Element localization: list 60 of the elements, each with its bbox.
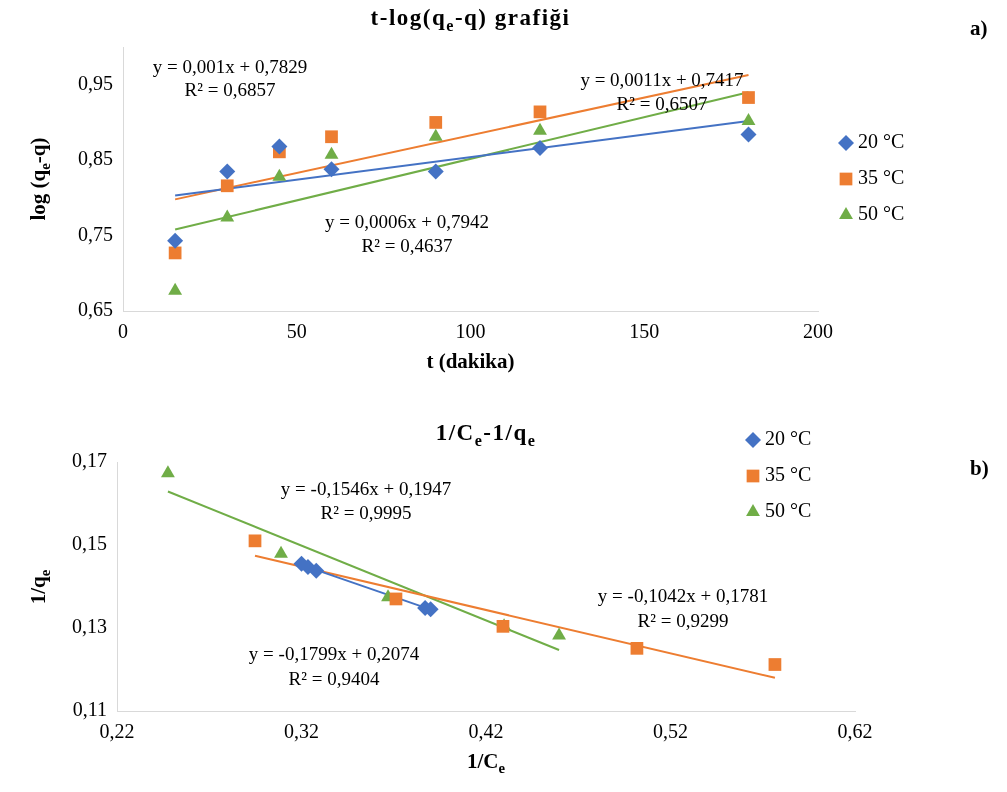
chart-title: 1/C$_{e}$-1/q$_{e}$ bbox=[435, 420, 537, 450]
annotation: y = -0,1799x + 0,2074 bbox=[248, 643, 420, 665]
x-tick-label: 0,52 bbox=[653, 720, 688, 743]
y-tick-label: 0,95 bbox=[78, 71, 113, 94]
legend-label: 35 °C bbox=[858, 166, 905, 189]
chart-title: t-log(q$_{e}$-q) grafiği bbox=[370, 5, 571, 35]
x-axis-title: 1/C$_{e}$ bbox=[466, 749, 506, 778]
x-tick-label: 50 bbox=[286, 320, 307, 343]
text: a) bbox=[970, 16, 988, 41]
point bbox=[274, 545, 288, 558]
annotation: R² = 0,4637 bbox=[361, 235, 453, 257]
annotation: R² = 0,9299 bbox=[637, 610, 729, 632]
point bbox=[429, 116, 443, 129]
point bbox=[168, 282, 183, 295]
point bbox=[308, 562, 325, 579]
x-tick-label: 0,62 bbox=[837, 720, 873, 743]
point bbox=[220, 209, 235, 222]
annotation: y = 0,001x + 0,7829 bbox=[152, 56, 308, 78]
point bbox=[742, 91, 755, 104]
point bbox=[325, 130, 338, 144]
x-tick-label: 0,22 bbox=[99, 720, 135, 743]
point bbox=[630, 641, 644, 655]
x-tick-label: 0,42 bbox=[468, 720, 504, 743]
y-tick-label: 0,13 bbox=[72, 615, 107, 638]
y-tick-label: 0,75 bbox=[78, 222, 113, 245]
annotation: R² = 0,9404 bbox=[288, 668, 380, 690]
point bbox=[768, 658, 782, 671]
point bbox=[167, 232, 184, 249]
y-tick-label: 0,65 bbox=[78, 298, 113, 321]
annotation: y = -0,1546x + 0,1947 bbox=[280, 478, 452, 500]
y-tick-label: 0,17 bbox=[72, 449, 107, 472]
y-tick-label: 0,11 bbox=[72, 698, 107, 721]
x-tick-label: 100 bbox=[455, 320, 486, 343]
point bbox=[220, 179, 234, 193]
legend-label: 20 °C bbox=[858, 130, 905, 153]
y-tick-label: 0,15 bbox=[72, 532, 107, 555]
legend-label: 20 °C bbox=[765, 427, 812, 450]
x-tick-label: 150 bbox=[629, 320, 660, 343]
x-tick-label: 200 bbox=[803, 320, 833, 343]
point bbox=[427, 163, 444, 180]
point bbox=[740, 126, 757, 143]
point bbox=[552, 627, 566, 640]
annotation: R² = 0,6857 bbox=[184, 79, 276, 101]
point bbox=[160, 465, 175, 478]
x-axis-title: t (dakika) bbox=[426, 349, 515, 374]
annotation: y = 0,0006x + 0,7942 bbox=[325, 211, 489, 233]
legend-label: 35 °C bbox=[765, 463, 812, 486]
annotation: y = -0,1042x + 0,1781 bbox=[597, 585, 769, 607]
point bbox=[271, 138, 288, 155]
annotation: R² = 0,9995 bbox=[320, 502, 412, 524]
text: b) bbox=[970, 456, 989, 481]
x-tick-label: 0 bbox=[118, 320, 128, 343]
point bbox=[323, 161, 340, 178]
legend-label: 50 °C bbox=[858, 202, 905, 225]
point bbox=[219, 163, 236, 180]
legend-label: 50 °C bbox=[765, 499, 812, 522]
point bbox=[248, 534, 262, 548]
point bbox=[532, 140, 548, 157]
y-tick-label: 0,85 bbox=[78, 147, 113, 170]
x-tick-label: 0,32 bbox=[284, 720, 319, 743]
